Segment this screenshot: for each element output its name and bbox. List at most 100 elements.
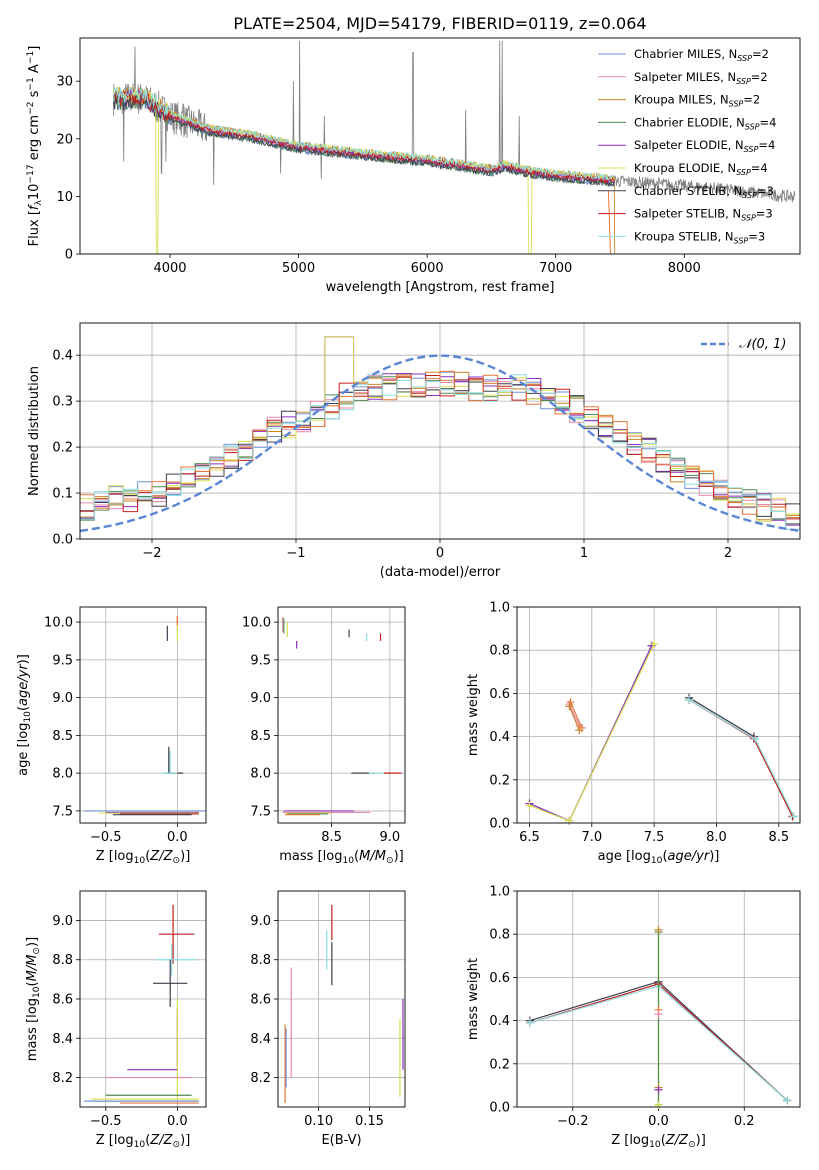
y-tick-label: 0.6 [489, 971, 510, 986]
x-tick-label: 7.0 [581, 830, 602, 845]
y-tick-label: 10.0 [242, 616, 271, 631]
y-axis-label: mass weight [466, 674, 481, 756]
weight-point [525, 1018, 534, 1027]
figure-title: PLATE=2504, MJD=54179, FIBERID=0119, z=0… [233, 14, 646, 33]
x-tick-label: 9.0 [380, 830, 401, 845]
x-tick-label: 8.5 [321, 830, 342, 845]
x-tick-label: 0.2 [734, 1114, 755, 1129]
orange-drop-line [607, 190, 611, 254]
y-tick-label: 0.8 [489, 644, 510, 659]
x-tick-label: −0.5 [90, 1114, 122, 1129]
legend-entry: Chabrier STELIB, NSSP=3 [634, 184, 774, 200]
y-tick-label: 7.5 [250, 804, 271, 819]
histogram-orange [80, 370, 800, 518]
y-tick-label: 9.0 [250, 691, 271, 706]
spectrum-legend: Chabrier MILES, NSSP=2 Salpeter MILES, NS… [598, 47, 776, 245]
mass-vs-EBV-errorbars [284, 904, 404, 1104]
y-tick-label: 0.8 [489, 928, 510, 943]
legend-entry: Kroupa ELODIE, NSSP=4 [634, 161, 768, 177]
age-vs-Z-axes: −0.5 0.0 7.5 8.0 8.5 9.0 9.5 10.0 Z [log10(Z/Z⊙)… [16, 607, 206, 866]
y-tick-label: 8.6 [250, 993, 271, 1008]
model-spectrum-salpeter-stelib [112, 89, 615, 184]
errorbar [153, 959, 188, 1007]
legend-entry: Chabrier ELODIE, NSSP=4 [634, 115, 776, 131]
y-tick-label: 8.6 [52, 993, 73, 1008]
y-axis-label: age [log10(age/yr)] [16, 654, 33, 776]
y-tick-label: 8.2 [52, 1071, 73, 1086]
x-axis-label: age [log10(age/yr)] [598, 849, 720, 866]
y-tick-label: 1.0 [489, 601, 510, 616]
y-tick-label: 0 [65, 248, 73, 263]
weight-point [575, 726, 584, 735]
age-vs-mass-errorbars [282, 616, 402, 816]
weight-point [565, 702, 574, 711]
x-tick-label: 0 [436, 546, 444, 561]
x-tick-label: 0.0 [167, 830, 188, 845]
weight-vs-Z-frame [516, 890, 801, 1108]
y-tick-label: 1.0 [489, 885, 510, 900]
x-axis-label: mass [log10(M/M⊙)] [279, 849, 403, 866]
y-axis-label: Normed distribution [27, 366, 42, 496]
legend-entry: Kroupa MILES, NSSP=2 [634, 93, 760, 109]
weight-point [565, 816, 574, 825]
y-axis-label: mass weight [466, 958, 481, 1040]
x-axis-label: Z [log10(Z/Z⊙)] [611, 1133, 706, 1150]
x-tick-label: 5000 [282, 261, 315, 276]
weight-point [525, 801, 534, 810]
weight-vs-age-series [525, 639, 798, 825]
x-tick-label: 4000 [153, 261, 186, 276]
y-tick-label: 7.5 [52, 804, 73, 819]
y-tick-label: 8.0 [250, 767, 271, 782]
x-tick-label: 0.15 [355, 1114, 384, 1129]
x-axis-label: wavelength [Angstrom, rest frame] [326, 280, 555, 295]
mass-vs-Z-axes: −0.5 0.0 8.2 8.4 8.6 8.8 9.0 Z [log10(Z/Z⊙)] mas… [25, 891, 206, 1150]
weight-point [783, 1096, 792, 1105]
y-tick-label: 0.3 [52, 395, 73, 410]
y-tick-label: 0.0 [52, 533, 73, 548]
y-tick-label: 9.0 [250, 914, 271, 929]
x-axis-label: Z [log10(Z/Z⊙)] [96, 849, 191, 866]
legend-entry: Salpeter MILES, NSSP=2 [634, 70, 768, 86]
weight-marker [654, 1010, 663, 1019]
x-tick-label: 7000 [539, 261, 572, 276]
gaussian-curve [80, 354, 800, 533]
weight-marker [654, 925, 663, 934]
model-spectrum-kroupa-elodie [112, 86, 615, 254]
x-tick-label: −1 [286, 546, 305, 561]
y-tick-label: 0.6 [489, 687, 510, 702]
y-tick-label: 9.0 [52, 914, 73, 929]
age-vs-Z-frame [79, 606, 207, 824]
y-tick-label: 8.2 [250, 1071, 271, 1086]
x-tick-label: 8.0 [706, 830, 727, 845]
y-tick-label: 9.5 [250, 653, 271, 668]
y-tick-label: 8.4 [52, 1032, 73, 1047]
legend-entry: Kroupa STELIB, NSSP=3 [634, 229, 765, 245]
residual-histograms [80, 336, 800, 533]
weight-series-salpeter-miles [568, 703, 580, 727]
x-tick-label: 7.5 [644, 830, 665, 845]
y-tick-label: 8.0 [52, 767, 73, 782]
y-tick-label: 8.8 [250, 953, 271, 968]
x-axis-label: (data-model)/error [380, 565, 501, 580]
x-tick-label: −2 [142, 546, 161, 561]
errorbar [158, 904, 195, 964]
weight-point [650, 639, 659, 648]
weight-point [566, 698, 575, 707]
spectrum-axes: 4000 5000 6000 7000 8000 0 10 20 30 wavelength [A… [26, 46, 701, 295]
errorbar [154, 944, 198, 976]
y-tick-label: 0.0 [489, 817, 510, 832]
mass-vs-Z-frame [79, 890, 207, 1108]
y-tick-label: 0.4 [52, 349, 73, 364]
age-vs-Z-errorbars [84, 616, 206, 816]
x-tick-label: 6000 [411, 261, 444, 276]
x-axis-label: Z [log10(Z/Z⊙)] [96, 1133, 191, 1150]
y-tick-label: 8.4 [250, 1032, 271, 1047]
x-tick-label: 0.0 [167, 1114, 188, 1129]
spectrum-frame [79, 37, 801, 255]
x-tick-label: 8000 [668, 261, 701, 276]
y-axis-label: Flux [fλ10−17 erg cm−2 s−1 A−1] [26, 46, 44, 247]
x-tick-label: −0.5 [90, 830, 122, 845]
weight-point [685, 695, 694, 704]
legend-entry: Chabrier MILES, NSSP=2 [634, 47, 769, 63]
mass-vs-EBV-axes: 0.10 0.15 8.2 8.4 8.6 8.8 9.0 E(B-V) [250, 891, 405, 1148]
